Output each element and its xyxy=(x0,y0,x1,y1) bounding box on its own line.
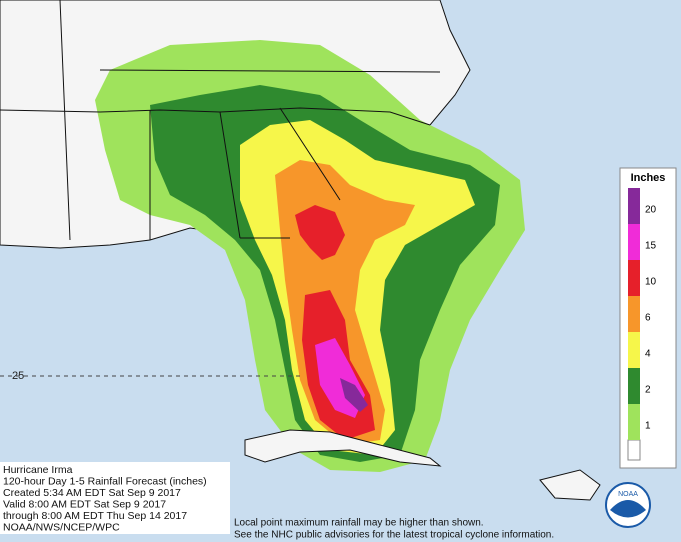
legend-swatch xyxy=(628,368,640,404)
rainfall-bands xyxy=(95,40,525,472)
latitude-label: 25 xyxy=(12,370,24,382)
legend: Inches 1 2 4 6 10 15 20 xyxy=(619,167,677,469)
logo-text: NOAA xyxy=(618,491,638,498)
legend-label: 4 xyxy=(645,349,651,360)
info-line: Hurricane Irma xyxy=(3,464,73,476)
note-line: See the NHC public advisories for the la… xyxy=(234,530,554,541)
legend-label: 1 xyxy=(645,421,651,432)
legend-base xyxy=(627,439,641,461)
logo: NOAA xyxy=(605,482,651,528)
info-line: NOAA/NWS/NCEP/WPC xyxy=(3,521,120,533)
note-line: Local point maximum rainfall may be high… xyxy=(234,518,484,529)
legend-swatch xyxy=(628,296,640,332)
legend-swatch xyxy=(628,224,640,260)
legend-swatch xyxy=(628,404,640,440)
notes: Local point maximum rainfall may be high… xyxy=(234,518,554,541)
info-line: Created 5:34 AM EDT Sat Sep 9 2017 xyxy=(3,487,181,499)
legend-label: 2 xyxy=(645,385,651,396)
legend-label: 6 xyxy=(645,313,651,324)
info-line: Valid 8:00 AM EDT Sat Sep 9 2017 xyxy=(3,498,166,510)
legend-label: 10 xyxy=(645,277,657,288)
borders xyxy=(0,0,601,501)
band-20 xyxy=(340,378,368,412)
info-box xyxy=(0,462,230,534)
legend-swatch xyxy=(628,188,640,224)
legend-swatch xyxy=(628,260,640,296)
legend-label: 15 xyxy=(645,241,657,252)
legend-label: 20 xyxy=(645,205,657,216)
legend-title: Inches xyxy=(631,172,666,184)
info-line: 120-hour Day 1-5 Rainfall Forecast (inch… xyxy=(3,475,207,487)
legend-swatch xyxy=(628,332,640,368)
info-line: through 8:00 AM EDT Thu Sep 14 2017 xyxy=(3,510,187,522)
